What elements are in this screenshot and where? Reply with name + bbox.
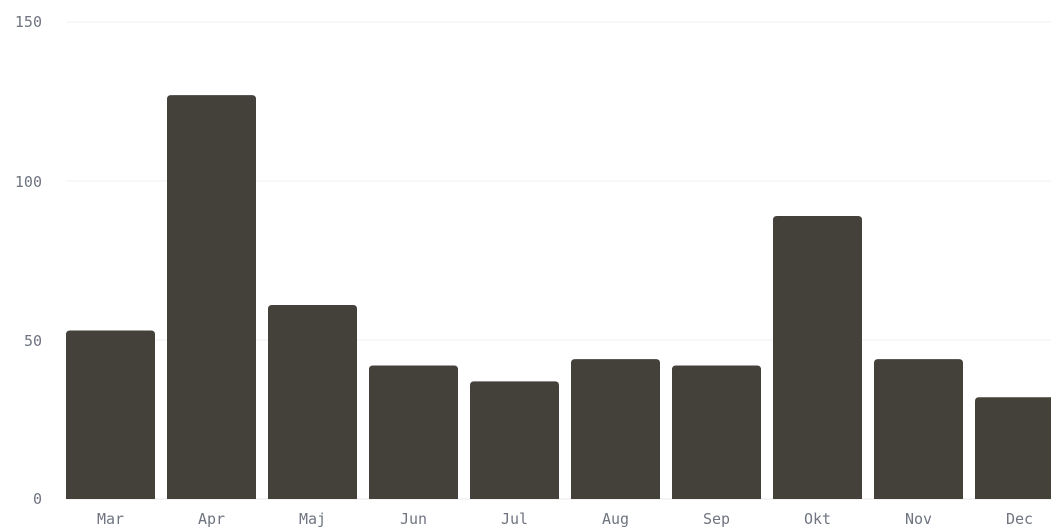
- bar-apr[interactable]: [167, 95, 256, 499]
- y-tick-label-100: 100: [15, 173, 42, 191]
- bar-aug[interactable]: [571, 359, 660, 499]
- bars: [66, 95, 1051, 500]
- x-axis: Mar Apr Maj Jun Jul Aug Sep Okt Nov Dec: [97, 510, 1033, 528]
- x-tick-label-maj: Maj: [299, 510, 326, 528]
- x-tick-label-aug: Aug: [602, 510, 629, 528]
- y-tick-label-0: 0: [33, 490, 42, 508]
- bar-sep[interactable]: [672, 365, 761, 499]
- x-tick-label-okt: Okt: [804, 510, 831, 528]
- y-tick-label-50: 50: [24, 332, 42, 350]
- bar-dec[interactable]: [975, 397, 1051, 499]
- y-axis: 150 100 50 0: [15, 13, 42, 508]
- x-tick-label-sep: Sep: [703, 510, 730, 528]
- x-tick-label-apr: Apr: [198, 510, 225, 528]
- bar-okt[interactable]: [773, 215, 862, 500]
- x-tick-label-nov: Nov: [905, 510, 932, 528]
- bar-maj[interactable]: [268, 305, 357, 499]
- bar-nov[interactable]: [874, 359, 963, 499]
- x-tick-label-jul: Jul: [501, 510, 528, 528]
- bar-jun[interactable]: [369, 365, 458, 499]
- x-tick-label-jun: Jun: [400, 510, 427, 528]
- y-tick-label-150: 150: [15, 13, 42, 31]
- bar-jul[interactable]: [470, 381, 559, 499]
- x-tick-label-mar: Mar: [97, 510, 124, 528]
- x-tick-label-dec: Dec: [1006, 510, 1033, 528]
- bar-mar[interactable]: [66, 330, 155, 499]
